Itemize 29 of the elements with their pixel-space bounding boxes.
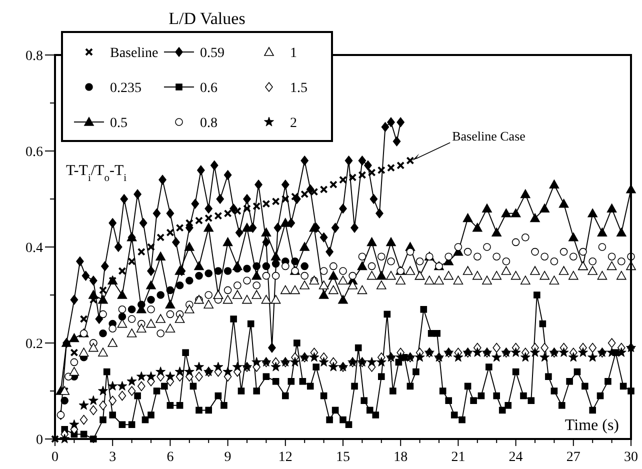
- x-tick-label: 24: [508, 450, 523, 465]
- x-axis-title: Time (s): [564, 417, 619, 434]
- x-tick-label: 6: [166, 450, 174, 465]
- legend-label: 2: [290, 116, 297, 131]
- y-tick-label: 0: [36, 433, 43, 448]
- legend-label: 0.235: [110, 81, 142, 96]
- annotation: Baseline Case: [452, 128, 526, 144]
- legend-label: 1: [290, 46, 297, 61]
- x-tick-label: 3: [109, 450, 116, 465]
- x-tick-label: 30: [624, 450, 638, 465]
- y-axis-title: T-T$_{i}$/T$_{o}$-T$_{i}$: [66, 163, 127, 184]
- x-tick-label: 18: [394, 450, 408, 465]
- x-tick-label: 15: [336, 450, 350, 465]
- legend-label: Baseline: [110, 46, 158, 61]
- legend-label: 0.59: [200, 46, 224, 61]
- y-tick-label: 0.6: [26, 145, 43, 160]
- y-tick-label: 0.2: [26, 337, 43, 352]
- legend-label: 1.5: [290, 81, 308, 96]
- x-tick-label: 27: [566, 450, 580, 465]
- x-tick-label: 9: [224, 450, 232, 465]
- legend-label: 0.8: [200, 116, 218, 131]
- x-tick-label: 0: [52, 450, 58, 465]
- x-tick-label: 21: [451, 450, 466, 465]
- legend-label: 0.6: [200, 81, 218, 96]
- legend-title: L/D Values: [168, 9, 246, 28]
- y-tick-label: 0.8: [26, 49, 43, 64]
- legend-label: 0.5: [110, 116, 128, 131]
- x-tick-label: 12: [278, 450, 292, 465]
- y-tick-label: 0.4: [26, 241, 43, 256]
